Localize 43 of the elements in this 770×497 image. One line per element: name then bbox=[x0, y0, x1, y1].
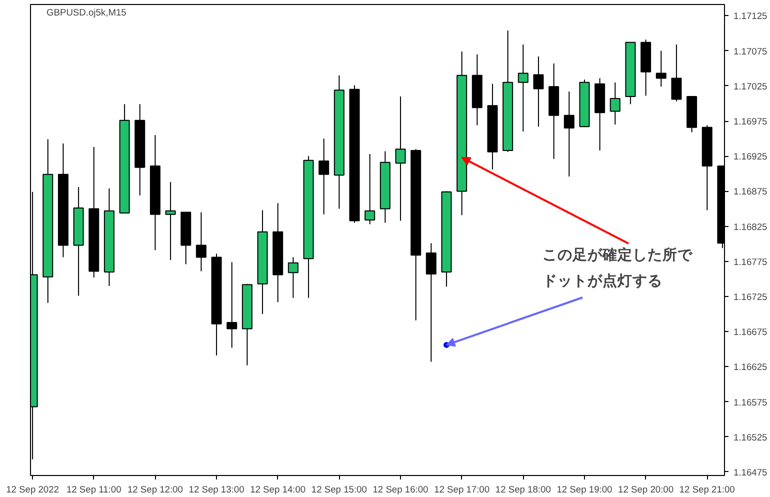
annotation: この足が確定した所で bbox=[542, 246, 694, 264]
y-tick-label: 1.16925 bbox=[734, 152, 768, 162]
chart-title: GBPUSD.oj5k,M15 bbox=[46, 8, 126, 18]
x-tick-label: 12 Sep 17:00 bbox=[434, 484, 490, 494]
y-tick-label: 1.16575 bbox=[734, 397, 768, 408]
x-tick-label: 12 Sep 12:00 bbox=[127, 484, 183, 494]
x-tick-label: 12 Sep 13:00 bbox=[188, 484, 244, 494]
x-tick-label: 12 Sep 16:00 bbox=[372, 484, 428, 494]
y-tick-label: 1.16675 bbox=[734, 327, 768, 338]
y-tick-label: 1.16975 bbox=[734, 116, 768, 127]
candlestick bbox=[671, 44, 682, 102]
candlestick bbox=[518, 44, 528, 132]
candlestick bbox=[196, 212, 206, 272]
y-tick-label: 1.16825 bbox=[734, 222, 768, 232]
x-tick-label: 12 Sep 2022 bbox=[6, 484, 60, 494]
candlestick bbox=[364, 154, 376, 225]
annotation: ドットが点灯する bbox=[542, 272, 662, 290]
y-tick-label: 1.17075 bbox=[734, 46, 768, 56]
candlestick bbox=[656, 50, 666, 88]
y-tick-label: 1.17125 bbox=[734, 11, 768, 22]
candlestick bbox=[564, 91, 574, 177]
x-tick-label: 12 Sep 15:00 bbox=[311, 484, 367, 494]
y-tick-label: 1.16625 bbox=[734, 362, 768, 372]
candlestick bbox=[533, 56, 544, 128]
y-tick-label: 1.17025 bbox=[734, 81, 768, 92]
x-tick-label: 12 Sep 11:00 bbox=[66, 484, 122, 494]
x-tick-label: 12 Sep 21:00 bbox=[679, 484, 735, 494]
y-tick-label: 1.16475 bbox=[734, 467, 768, 478]
x-tick-label: 12 Sep 20:00 bbox=[618, 484, 674, 494]
candlestick bbox=[610, 82, 620, 126]
y-tick-label: 1.16875 bbox=[734, 186, 768, 197]
y-tick-label: 1.16775 bbox=[734, 256, 768, 267]
candlestick bbox=[226, 262, 238, 348]
candlestick bbox=[395, 96, 406, 222]
x-tick-label: 12 Sep 19:00 bbox=[556, 484, 612, 494]
x-tick-label: 12 Sep 14:00 bbox=[250, 484, 306, 494]
candlestick bbox=[318, 138, 330, 215]
candlestick bbox=[288, 256, 298, 298]
candlestick bbox=[165, 182, 176, 261]
y-tick-label: 1.16525 bbox=[734, 432, 768, 442]
y-tick-label: 1.16725 bbox=[734, 292, 768, 302]
x-tick-label: 12 Sep 18:00 bbox=[495, 484, 551, 494]
candlestick bbox=[426, 242, 436, 362]
